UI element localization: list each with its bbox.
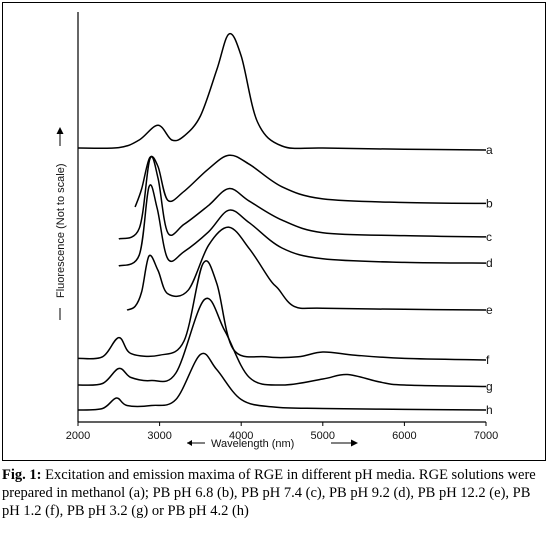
x-tick-label: 6000 [392,430,416,442]
x-axis-arrow-right-icon [351,439,358,447]
caption-label: Fig. 1: [2,467,42,483]
x-tick-label: 7000 [474,430,498,442]
series-d-label: d [486,256,493,270]
series-e-line [126,226,487,311]
x-tick-label: 3000 [147,430,171,442]
chart-axes [77,12,486,423]
series-b-label: b [486,196,493,210]
series-d-line [118,184,487,267]
y-axis-title: Fluorescence (Not to scale) [55,164,67,299]
series-g-label: g [486,380,493,394]
figure-caption: Fig. 1: Excitation and emission maxima o… [2,466,546,520]
series-group [77,32,487,411]
x-tick-label: 2000 [66,430,90,442]
x-axis-arrow-left-icon [187,440,192,446]
x-tick-label: 5000 [311,430,335,442]
series-g-line [77,297,487,388]
series-h-label: h [486,403,493,417]
series-f-line [77,260,487,361]
fluorescence-chart: 2000 3000 4000 5000 6000 7000 a b cd e fgh Wavele… [55,12,498,450]
series-e-label: e [486,303,493,317]
series-a-line [77,32,487,151]
series-labels: a b cd e fgh [486,143,493,417]
series-a-label: a [486,143,493,157]
series-c-line [118,156,487,240]
series-f-label: f [486,353,490,367]
y-axis-arrow-top-icon [56,127,64,134]
series-h-line [77,352,487,411]
x-ticks: 2000 3000 4000 5000 6000 7000 [66,422,498,442]
series-b-line [134,154,487,208]
series-c-label: c [486,230,492,244]
x-axis-title: Wavelength (nm) [211,438,294,450]
x-tick-label: 4000 [229,430,253,442]
caption-text: Excitation and emission maxima of RGE in… [2,467,536,519]
